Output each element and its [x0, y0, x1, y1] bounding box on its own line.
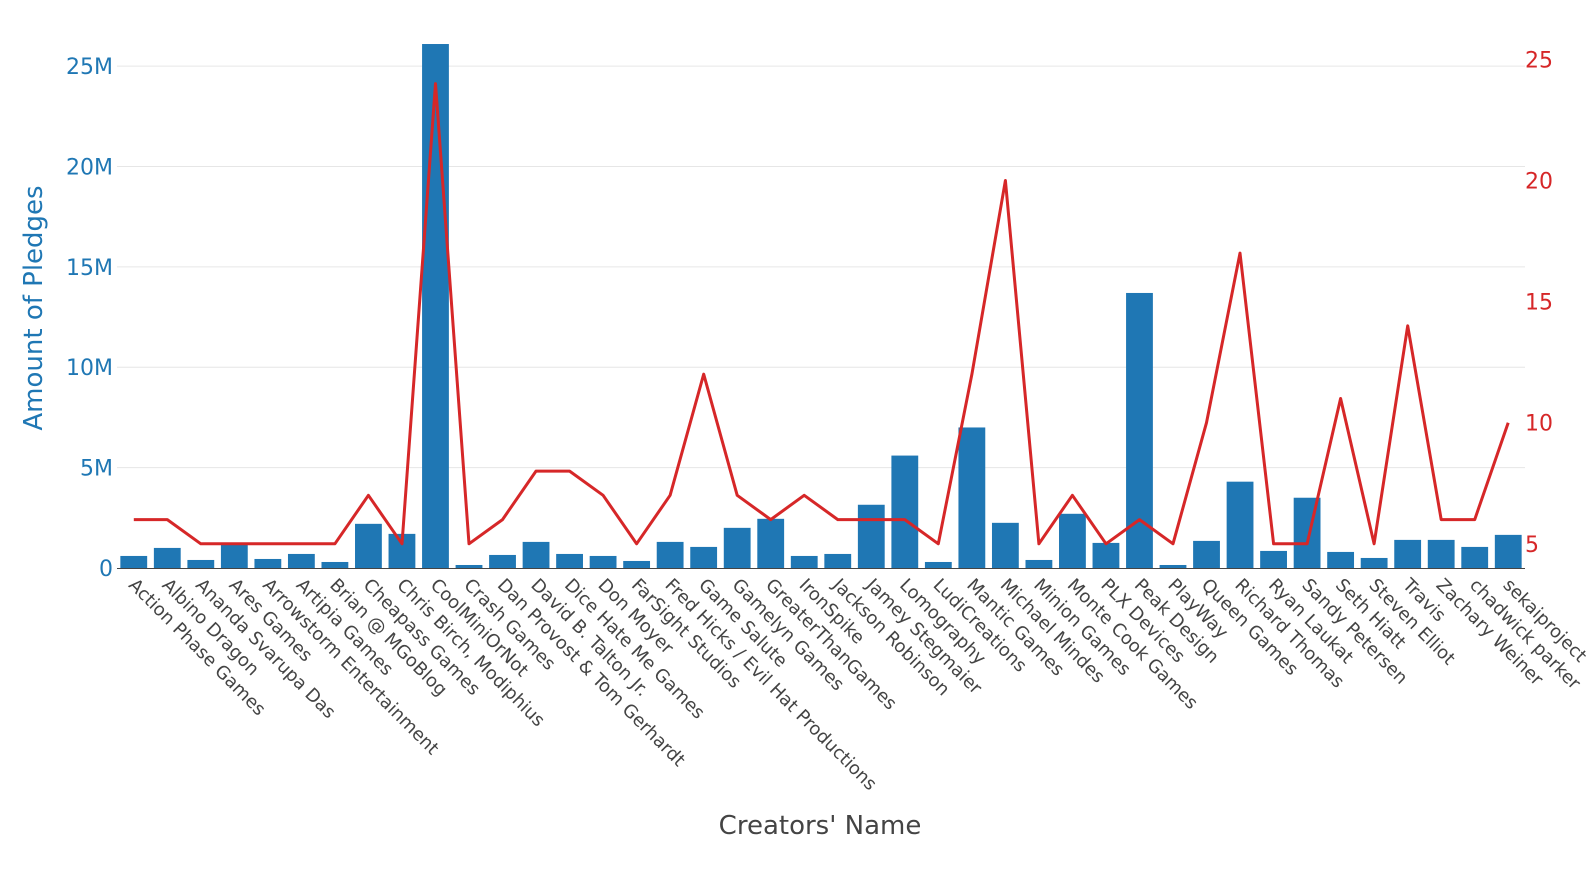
bar	[287, 553, 315, 568]
bar	[690, 546, 718, 568]
bar	[991, 522, 1019, 568]
y2-tick-label: 5	[1525, 533, 1539, 558]
bar	[1394, 539, 1422, 568]
bar	[321, 561, 349, 568]
bar	[1226, 481, 1254, 568]
bar	[254, 558, 282, 568]
bar	[1494, 534, 1522, 568]
bar	[656, 541, 684, 568]
bar	[455, 564, 483, 568]
y-tick-label: 20M	[66, 155, 113, 180]
bar	[120, 555, 148, 568]
bar	[1092, 542, 1120, 568]
y2-tick-label: 10	[1525, 412, 1553, 437]
line-series-path	[133, 82, 1510, 546]
gridlines	[117, 65, 1525, 569]
y-tick-label: 10M	[66, 356, 113, 381]
bar	[522, 541, 550, 568]
bar	[153, 547, 181, 568]
bar	[556, 553, 583, 568]
bar	[1260, 550, 1287, 568]
bar	[220, 544, 248, 568]
y-axis-title: Amount of Pledges	[19, 185, 49, 430]
bar	[757, 518, 785, 568]
bar	[1461, 546, 1489, 568]
y2-tick-label: 15	[1525, 291, 1553, 316]
bar	[790, 555, 818, 568]
y-tick-label: 0	[99, 557, 113, 582]
bar	[958, 427, 986, 568]
bar	[924, 561, 952, 568]
bar	[1059, 513, 1086, 568]
x-axis-title: Creators' Name	[719, 811, 922, 841]
bar	[187, 559, 215, 568]
bar	[1360, 557, 1388, 568]
bar	[891, 455, 919, 568]
bar	[1427, 539, 1455, 568]
right-axis-ticks: 5 10 15 20 25	[1525, 48, 1553, 557]
bar	[1025, 559, 1053, 568]
y-tick-label: 5M	[80, 457, 113, 482]
line-series	[133, 82, 1510, 546]
bar	[723, 527, 751, 568]
y-tick-label: 15M	[66, 256, 113, 281]
bar	[1193, 540, 1220, 568]
bar	[355, 523, 382, 568]
bar	[1126, 292, 1153, 568]
bar	[422, 44, 449, 569]
y2-tick-label: 20	[1525, 169, 1553, 194]
y2-tick-label: 25	[1525, 48, 1553, 73]
bar	[623, 560, 651, 568]
left-axis-ticks: 0 5M 10M 15M 20M 25M	[66, 55, 113, 582]
bar	[824, 553, 852, 568]
bar	[1327, 551, 1355, 568]
bar	[857, 504, 885, 568]
bar-series	[120, 44, 1522, 569]
y-tick-label: 25M	[66, 55, 113, 80]
bar	[589, 555, 617, 568]
bar	[489, 554, 516, 568]
bar	[1159, 564, 1187, 568]
